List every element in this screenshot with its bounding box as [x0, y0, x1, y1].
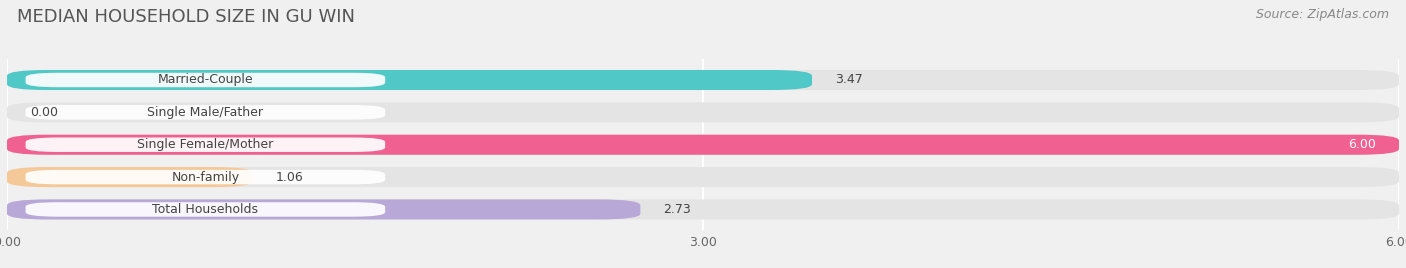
FancyBboxPatch shape: [7, 199, 1399, 219]
Text: Single Female/Mother: Single Female/Mother: [138, 138, 274, 151]
FancyBboxPatch shape: [25, 73, 385, 87]
FancyBboxPatch shape: [25, 202, 385, 217]
FancyBboxPatch shape: [7, 102, 1399, 122]
FancyBboxPatch shape: [7, 199, 640, 219]
Text: Married-Couple: Married-Couple: [157, 73, 253, 87]
Text: 6.00: 6.00: [1348, 138, 1376, 151]
FancyBboxPatch shape: [7, 70, 1399, 90]
Text: Total Households: Total Households: [152, 203, 259, 216]
FancyBboxPatch shape: [7, 135, 1399, 155]
Text: 2.73: 2.73: [664, 203, 692, 216]
FancyBboxPatch shape: [7, 167, 1399, 187]
FancyBboxPatch shape: [25, 170, 385, 184]
Text: MEDIAN HOUSEHOLD SIZE IN GU WIN: MEDIAN HOUSEHOLD SIZE IN GU WIN: [17, 8, 354, 26]
FancyBboxPatch shape: [7, 167, 253, 187]
FancyBboxPatch shape: [25, 137, 385, 152]
Text: 3.47: 3.47: [835, 73, 863, 87]
Text: Non-family: Non-family: [172, 171, 239, 184]
FancyBboxPatch shape: [7, 135, 1399, 155]
Text: Single Male/Father: Single Male/Father: [148, 106, 263, 119]
Text: 0.00: 0.00: [31, 106, 58, 119]
Text: Source: ZipAtlas.com: Source: ZipAtlas.com: [1256, 8, 1389, 21]
FancyBboxPatch shape: [7, 70, 813, 90]
FancyBboxPatch shape: [25, 105, 385, 120]
Text: 1.06: 1.06: [276, 171, 304, 184]
